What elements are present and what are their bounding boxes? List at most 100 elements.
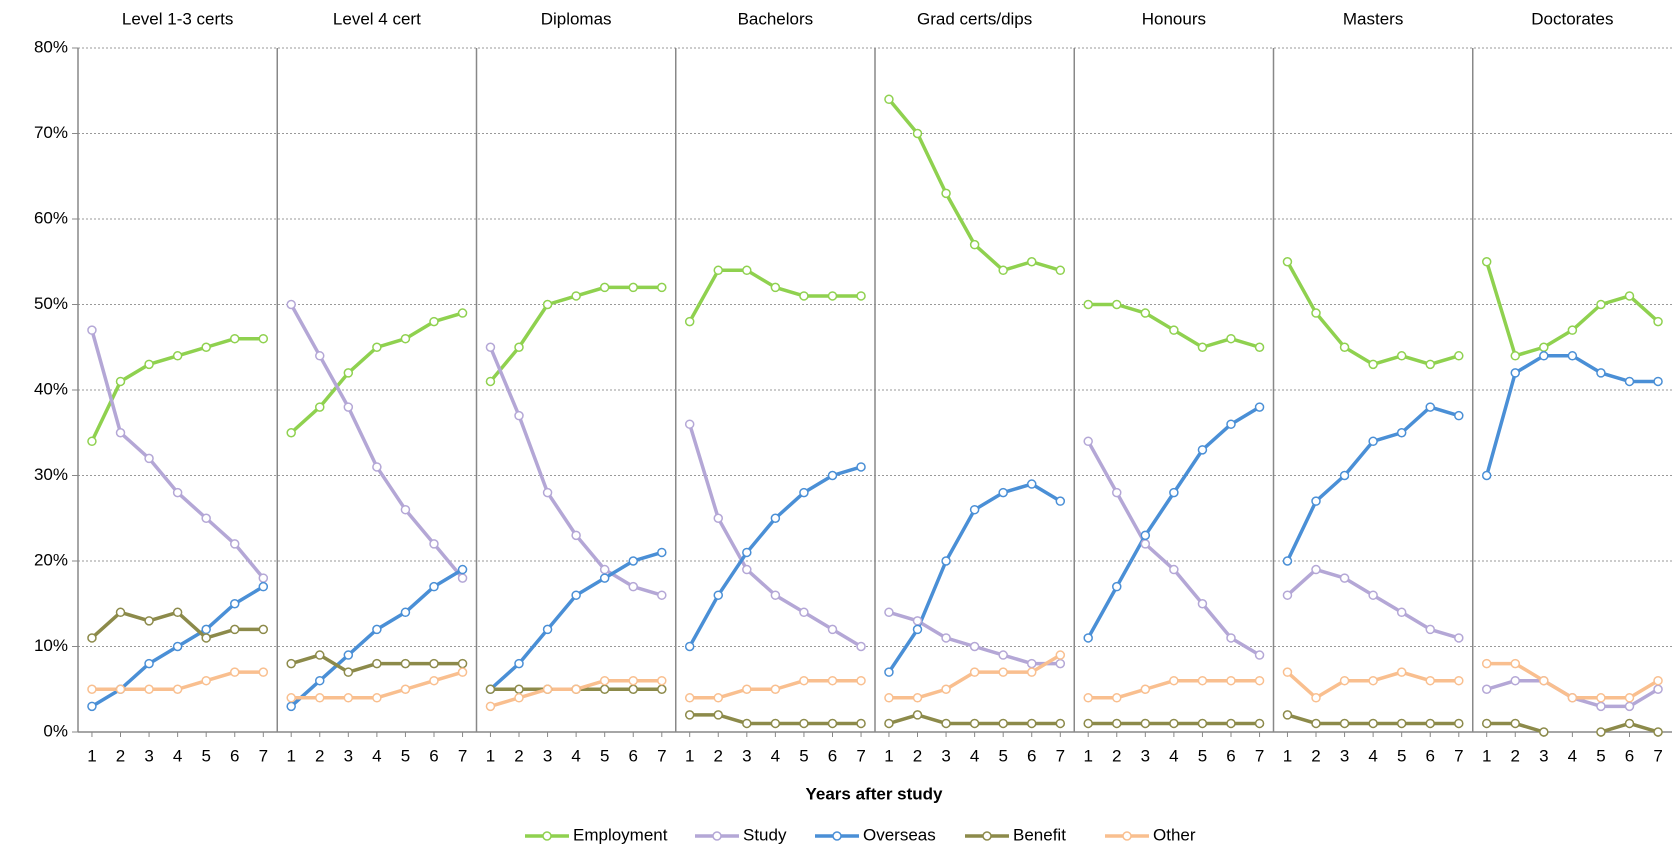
point	[1169, 675, 1179, 686]
point	[713, 710, 724, 720]
point	[229, 624, 240, 635]
point	[1169, 487, 1179, 498]
point	[343, 402, 354, 412]
point	[1624, 693, 1635, 703]
point	[87, 325, 97, 335]
point	[1197, 675, 1208, 686]
y-tick-label: 60%	[34, 208, 68, 227]
point	[1339, 675, 1350, 686]
point	[1539, 351, 1549, 361]
point	[1055, 658, 1066, 669]
point	[343, 693, 354, 703]
point	[429, 316, 439, 327]
legend-marker	[542, 831, 552, 841]
x-tick-label: 2	[1511, 746, 1520, 765]
point	[856, 291, 866, 301]
point	[827, 624, 838, 635]
point	[514, 658, 524, 669]
point	[1083, 299, 1093, 310]
point	[884, 718, 894, 729]
point	[742, 684, 752, 694]
x-tick-label: 1	[87, 746, 96, 765]
point	[571, 291, 581, 301]
point	[542, 299, 553, 310]
point	[1539, 675, 1549, 686]
point	[1624, 718, 1635, 729]
point	[713, 513, 724, 523]
point	[1339, 342, 1350, 352]
point	[884, 607, 894, 618]
series-line	[489, 285, 662, 383]
point	[912, 128, 923, 139]
point	[1510, 351, 1521, 361]
point	[1026, 658, 1037, 669]
point	[742, 718, 752, 729]
point	[770, 590, 781, 600]
x-tick-label: 5	[1198, 746, 1207, 765]
point	[1055, 718, 1066, 729]
point	[998, 718, 1008, 729]
point	[713, 265, 724, 276]
x-tick-label: 3	[941, 746, 950, 765]
x-tick-label: 1	[685, 746, 694, 765]
x-tick-label: 1	[1083, 746, 1092, 765]
x-tick-label: 4	[1169, 746, 1178, 765]
x-tick-label: 2	[1311, 746, 1320, 765]
point	[684, 316, 695, 327]
point	[827, 718, 838, 729]
point	[1481, 718, 1492, 729]
panel-title: Honours	[1142, 9, 1206, 28]
legend-label: Overseas	[863, 825, 936, 844]
point	[969, 239, 980, 250]
point	[1254, 402, 1265, 412]
point	[372, 658, 382, 669]
point	[1140, 684, 1151, 694]
point	[684, 710, 695, 720]
series-line	[688, 423, 862, 649]
x-tick-label: 3	[144, 746, 153, 765]
x-tick-label: 5	[1397, 746, 1406, 765]
point	[856, 641, 866, 652]
point	[1510, 675, 1521, 686]
legend-marker	[982, 831, 992, 841]
point	[144, 684, 154, 694]
point	[343, 650, 354, 660]
point	[599, 282, 610, 293]
point	[1026, 718, 1037, 729]
point	[969, 718, 980, 729]
point	[1653, 684, 1663, 694]
point	[941, 188, 951, 199]
point	[172, 641, 183, 652]
legend-label: Study	[743, 825, 787, 844]
point	[599, 684, 610, 694]
point	[315, 351, 325, 361]
point	[1339, 573, 1350, 583]
point	[1083, 693, 1093, 703]
point	[115, 376, 126, 387]
point	[1282, 710, 1293, 720]
point	[201, 342, 211, 352]
x-tick-label: 3	[742, 746, 751, 765]
point	[485, 701, 496, 712]
point	[229, 539, 240, 549]
x-tick-label: 7	[1454, 746, 1463, 765]
point	[286, 428, 296, 438]
x-tick-label: 1	[884, 746, 893, 765]
point	[1567, 693, 1578, 703]
point	[1596, 727, 1606, 737]
point	[1197, 445, 1208, 455]
point	[599, 675, 610, 686]
legend-label: Other	[1153, 825, 1196, 844]
point	[628, 684, 638, 694]
point	[969, 504, 980, 515]
x-tick-label: 6	[1226, 746, 1235, 765]
x-tick-label: 5	[1596, 746, 1605, 765]
point	[201, 513, 211, 523]
point	[1454, 633, 1464, 643]
point	[542, 624, 553, 635]
point	[229, 333, 240, 344]
x-tick-label: 3	[1141, 746, 1150, 765]
point	[400, 333, 411, 344]
point	[628, 556, 638, 566]
point	[457, 667, 468, 677]
